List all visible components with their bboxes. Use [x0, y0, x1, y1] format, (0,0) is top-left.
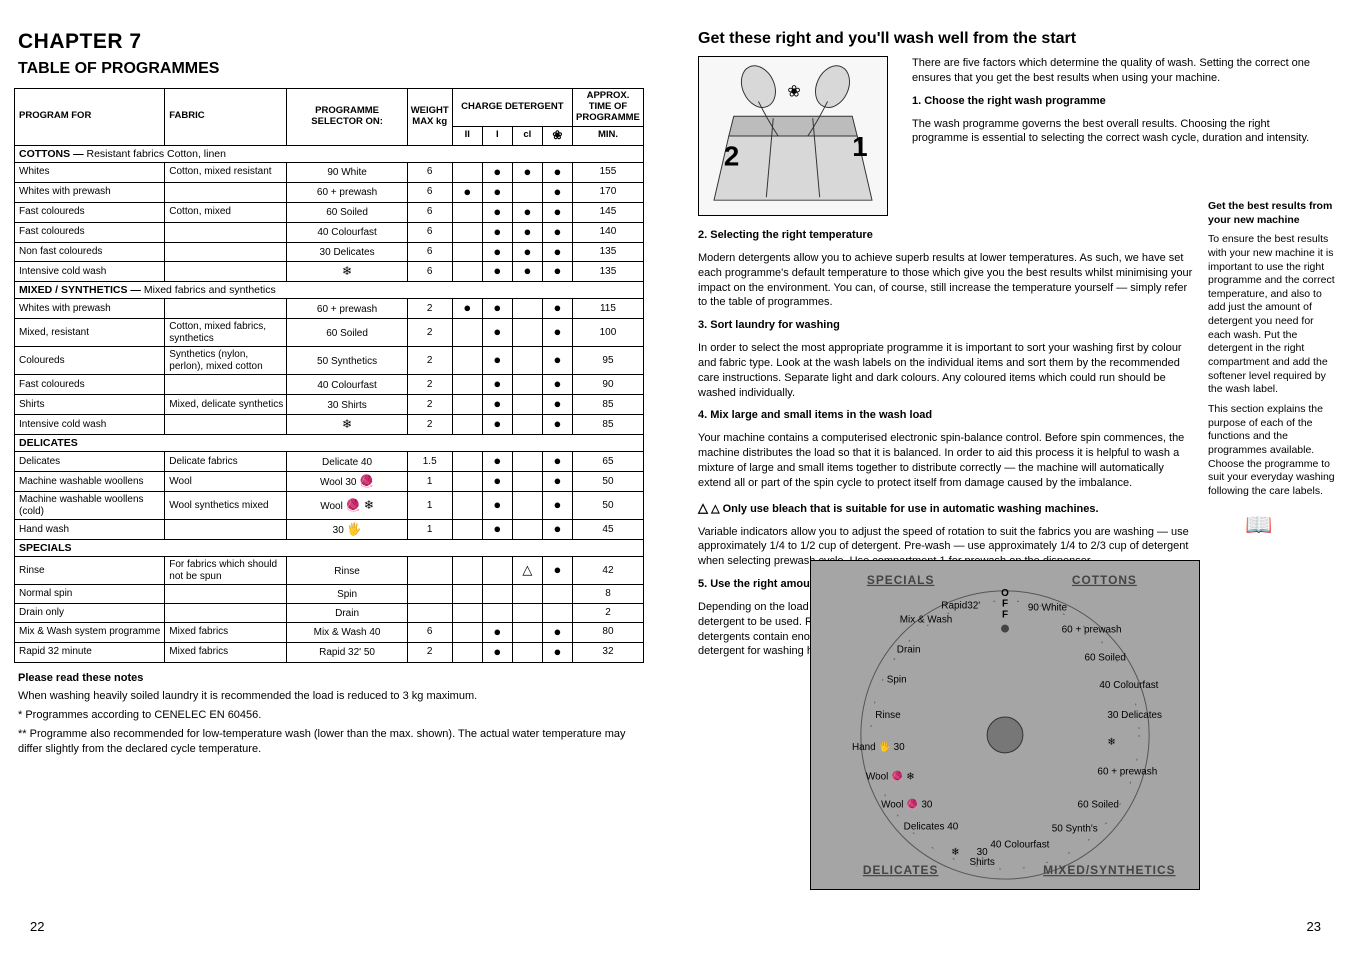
th-bleach: cl	[512, 126, 542, 145]
svg-text:SPECIALS: SPECIALS	[867, 573, 935, 587]
point3-h: 3. Sort laundry for washing	[698, 318, 1198, 333]
note-1: When washing heavily soiled laundry it i…	[18, 689, 648, 704]
sidebar-h: Get the best results from your new machi…	[1208, 200, 1338, 227]
th-temp: PROGRAMME SELECTOR ON:	[287, 89, 407, 146]
svg-text:30 Delicates: 30 Delicates	[1107, 710, 1162, 721]
table-row: Intensive cold wash ❄2●●85	[15, 415, 644, 435]
svg-text:F: F	[1002, 599, 1008, 610]
svg-text:F: F	[1002, 610, 1008, 621]
right-title: Get these right and you'll wash well fro…	[698, 30, 1340, 48]
table-row: Machine washable woollens (cold)Wool syn…	[15, 492, 644, 520]
table-row: Whites with prewash60 + prewash 6●●●170	[15, 182, 644, 202]
left-page: CHAPTER 7 TABLE OF PROGRAMMES PROGRAM FO…	[10, 0, 660, 920]
table-row: DelicatesDelicate fabricsDelicate 40 1.5…	[15, 452, 644, 472]
table-row: ColouredsSynthetics (nylon, perlon), mix…	[15, 347, 644, 375]
right-page: Get these right and you'll wash well fro…	[690, 0, 1340, 920]
svg-text:Shirts: Shirts	[969, 857, 994, 868]
detergent-drawer-diagram: ❀ 1 2	[698, 56, 888, 216]
svg-text:❀: ❀	[787, 84, 800, 101]
th-load: WEIGHT MAX kg	[407, 89, 452, 146]
svg-text:O: O	[1001, 588, 1009, 599]
table-category-row: MIXED / SYNTHETICS — Mixed fabrics and s…	[15, 282, 644, 299]
svg-text:Hand 🖐 30: Hand 🖐 30	[852, 740, 905, 753]
svg-text:60 Soiled: 60 Soiled	[1085, 652, 1126, 663]
svg-text:❄: ❄	[1107, 737, 1115, 748]
svg-text:MIXED/SYNTHETICS: MIXED/SYNTHETICS	[1043, 863, 1175, 877]
svg-text:40 Colourfast: 40 Colourfast	[990, 839, 1049, 850]
svg-text:COTTONS: COTTONS	[1072, 573, 1137, 587]
table-row: RinseFor fabrics which should not be spu…	[15, 557, 644, 585]
table-row: Mixed, resistantCotton, mixed fabrics, s…	[15, 319, 644, 347]
svg-text:40 Colourfast: 40 Colourfast	[1099, 680, 1158, 691]
table-row: Intensive cold wash ❄6●●●135	[15, 262, 644, 282]
table-row: Fast coloureds40 Colourfast 6●●●140	[15, 222, 644, 242]
table-category-row: DELICATES	[15, 435, 644, 452]
table-row: Normal spinSpin 8	[15, 585, 644, 604]
table-category-row: SPECIALS	[15, 540, 644, 557]
drawer-label-1: 1	[852, 131, 867, 162]
svg-text:Mix & Wash: Mix & Wash	[900, 615, 953, 626]
point1-h: 1. Choose the right wash programme	[912, 94, 1324, 109]
point4-h: 4. Mix large and small items in the wash…	[698, 408, 1198, 423]
drawer-label-2: 2	[724, 141, 739, 172]
chapter-title: CHAPTER 7	[18, 30, 660, 54]
page-number-left: 22	[30, 919, 44, 934]
book-icon: 📖	[1245, 512, 1272, 538]
svg-text:Delicates 40: Delicates 40	[904, 821, 959, 832]
page-number-right: 23	[1307, 919, 1321, 934]
intro-para: There are five factors which determine t…	[912, 56, 1324, 86]
sidebar-b1: To ensure the best results with your new…	[1208, 233, 1338, 397]
point4-b: Your machine contains a computerised ele…	[698, 431, 1198, 490]
table-row: Whites with prewash60 + prewash 2●●●115	[15, 299, 644, 319]
th-pre: II	[452, 126, 482, 145]
svg-text:Drain: Drain	[897, 644, 921, 655]
th-fab: ❀	[542, 126, 572, 145]
table-row: Machine washable woollensWoolWool 30 🧶1●…	[15, 472, 644, 492]
table-row: Mix & Wash system programmeMixed fabrics…	[15, 622, 644, 642]
point2-b: Modern detergents allow you to achieve s…	[698, 251, 1198, 310]
note-0: Please read these notes	[18, 671, 648, 686]
svg-text:Wool 🧶 30: Wool 🧶 30	[881, 798, 933, 810]
svg-text:Spin: Spin	[887, 674, 907, 685]
section-title: TABLE OF PROGRAMMES	[18, 60, 660, 78]
point3-b: In order to select the most appropriate …	[698, 341, 1198, 400]
note-2: * Programmes according to CENELEC EN 604…	[18, 708, 648, 723]
svg-text:60 + prewash: 60 + prewash	[1062, 625, 1122, 636]
th-dur-bot: MIN.	[572, 126, 643, 145]
svg-text:60 Soiled: 60 Soiled	[1078, 799, 1119, 810]
th-detergent: CHARGE DETERGENT	[452, 89, 572, 127]
table-row: Fast coloureds40 Colourfast 2●●90	[15, 375, 644, 395]
programme-dial: SPECIALS COTTONS DELICATES MIXED/SYNTHET…	[810, 560, 1200, 890]
svg-text:50 Synth's: 50 Synth's	[1052, 823, 1098, 834]
svg-text:DELICATES: DELICATES	[863, 863, 939, 877]
point1-b: The wash programme governs the best over…	[912, 117, 1324, 147]
table-row: ShirtsMixed, delicate synthetics30 Shirt…	[15, 395, 644, 415]
svg-text:Rapid32': Rapid32'	[941, 601, 980, 612]
table-category-row: COTTONS — Resistant fabrics Cotton, line…	[15, 145, 644, 162]
svg-text:60 + prewash: 60 + prewash	[1097, 767, 1157, 778]
programme-table: PROGRAM FOR FABRIC PROGRAMME SELECTOR ON…	[14, 88, 644, 663]
bleach-h: △ △ Only use bleach that is suitable for…	[698, 499, 1198, 517]
table-row: WhitesCotton, mixed resistant90 White 6●…	[15, 162, 644, 182]
th-fabric: FABRIC	[165, 89, 287, 146]
sidebar-column: Get the best results from your new machi…	[1208, 200, 1338, 504]
note-3: ** Programme also recommended for low-te…	[18, 727, 648, 757]
th-main: I	[482, 126, 512, 145]
th-program: PROGRAM FOR	[15, 89, 165, 146]
table-row: Non fast coloureds30 Delicates 6●●●135	[15, 242, 644, 262]
th-dur-top: APPROX. TIME OF PROGRAMME	[572, 89, 643, 127]
point2-h: 2. Selecting the right temperature	[698, 228, 1198, 243]
svg-text:Wool 🧶 ❄: Wool 🧶 ❄	[866, 771, 915, 783]
svg-text:Rinse: Rinse	[875, 710, 901, 721]
sidebar-b2: This section explains the purpose of eac…	[1208, 403, 1338, 498]
svg-text:90 White: 90 White	[1028, 603, 1068, 614]
table-row: Drain onlyDrain 2	[15, 603, 644, 622]
table-row: Hand wash30 🖐1●●45	[15, 520, 644, 540]
svg-text:❄: ❄	[951, 847, 959, 858]
table-row: Rapid 32 minuteMixed fabricsRapid 32' 50…	[15, 642, 644, 662]
table-row: Fast colouredsCotton, mixed60 Soiled 6●●…	[15, 202, 644, 222]
triangle-icon: △	[698, 500, 708, 515]
